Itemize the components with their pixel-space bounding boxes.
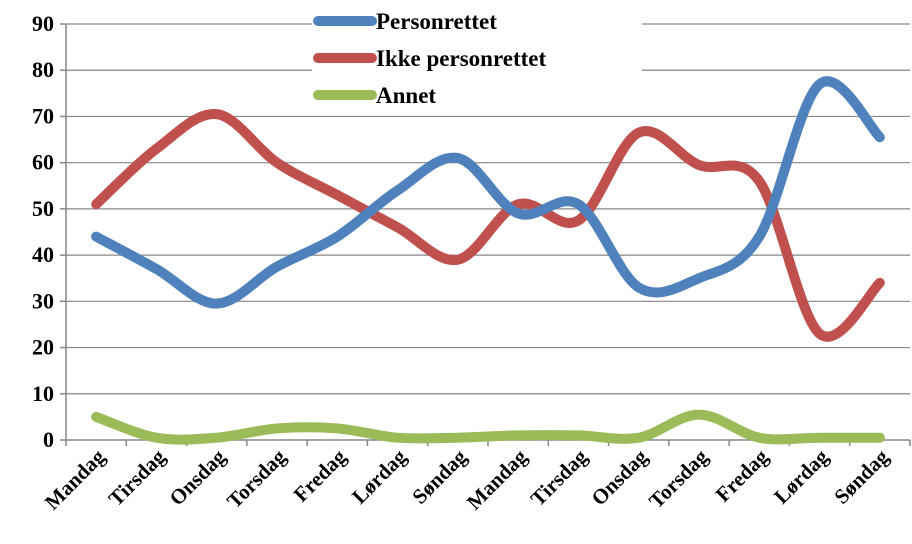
x-tick-label: Fredag (711, 444, 773, 506)
x-tick-label: Torsdag (644, 444, 713, 513)
series-lines (96, 81, 880, 439)
x-tick-label: Tirsdag (104, 444, 171, 511)
y-tick-label: 30 (32, 288, 54, 313)
y-tick-label: 80 (32, 57, 54, 82)
legend-label: Annet (376, 83, 436, 108)
legend-label: Ikke personrettet (376, 46, 546, 71)
y-tick-label: 50 (32, 196, 54, 221)
x-tick-label: Fredag (289, 444, 351, 506)
y-tick-label: 70 (32, 103, 54, 128)
series-line-annet (96, 415, 880, 440)
legend-label: Personrettet (376, 9, 497, 34)
y-tick-label: 60 (32, 150, 54, 175)
x-tick-label: Torsdag (222, 444, 291, 513)
x-tick-label: Mandag (40, 444, 110, 514)
y-tick-label: 0 (43, 427, 54, 452)
y-tick-label: 10 (32, 381, 54, 406)
x-tick-label: Onsdag (587, 444, 653, 510)
x-tick-label: Lørdag (769, 444, 833, 508)
x-tick-label: Mandag (462, 444, 532, 514)
x-tick-label: Lørdag (347, 444, 411, 508)
y-tick-label: 40 (32, 242, 54, 267)
x-tick-label: Tirsdag (526, 444, 593, 511)
y-tick-label: 90 (32, 11, 54, 36)
y-tick-label: 20 (32, 335, 54, 360)
legend: Personrettet Ikke personrettet Annet (312, 2, 642, 112)
x-tick-label: Onsdag (165, 444, 231, 510)
x-tick-label: Søndag (829, 444, 893, 508)
